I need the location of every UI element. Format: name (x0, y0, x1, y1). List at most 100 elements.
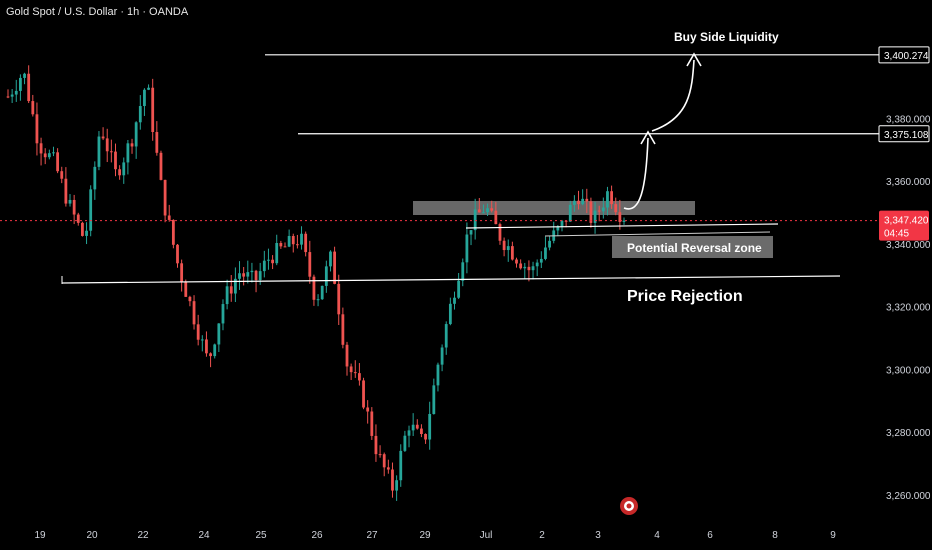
x-tick-label: 20 (86, 530, 98, 541)
candle-body (167, 215, 171, 220)
candle-body (424, 434, 427, 440)
candle-body (399, 450, 403, 481)
candle-body (196, 324, 200, 340)
candle-body (192, 301, 196, 325)
price-rejection-label: Price Rejection (627, 288, 743, 305)
reversal-trend-line[interactable] (465, 223, 779, 229)
y-tick-label: 3,300.000 (886, 365, 931, 376)
candle-body (349, 366, 353, 373)
candle-body (35, 114, 39, 144)
y-tick-label: 3,260.000 (886, 491, 931, 502)
candle-body (229, 286, 233, 294)
price-rejection-line[interactable] (61, 275, 841, 284)
candle-body (283, 246, 287, 248)
candle-body (254, 270, 258, 280)
candle-body (23, 73, 26, 78)
candle-body (519, 263, 523, 269)
candle-body (482, 212, 485, 214)
candle-body (308, 252, 312, 277)
candle-body (31, 101, 35, 115)
candle-body (180, 263, 184, 282)
candle-body (312, 276, 316, 300)
candle-body (246, 272, 250, 277)
y-tick-label: 3,280.000 (886, 428, 931, 439)
candle-body (386, 467, 390, 470)
candle-body (593, 210, 597, 223)
candle-body (366, 407, 370, 412)
candle-body (97, 136, 101, 167)
candle-body (411, 424, 415, 431)
level-price-label: 3,400.274 (884, 51, 929, 62)
candle-body (502, 240, 506, 251)
candle-body (320, 285, 324, 300)
candle-body (403, 435, 407, 451)
candle-body (89, 189, 93, 231)
candle-body (378, 454, 382, 456)
candle-body (213, 344, 217, 357)
y-tick-label: 3,320.000 (886, 303, 931, 314)
candle-body (324, 266, 328, 286)
candle-body (188, 296, 192, 302)
candle-body (415, 424, 419, 429)
candle-body (577, 200, 580, 205)
candle-body (122, 162, 126, 176)
candle-body (233, 278, 237, 294)
candle-body (279, 243, 283, 247)
y-tick-label: 3,360.000 (886, 177, 931, 188)
candle-body (300, 233, 303, 245)
candle-body (527, 266, 531, 271)
candle-body (271, 259, 274, 264)
candle-body (130, 143, 134, 147)
candle-body (329, 251, 332, 267)
chart-title: Gold Spot / U.S. Dollar · 1h · OANDA (6, 6, 189, 18)
candle-body (601, 207, 605, 212)
resistance-zone-box[interactable] (413, 201, 695, 215)
candle-body (370, 411, 374, 436)
level-price-label: 3,375.108 (884, 130, 929, 141)
candle-body (572, 200, 576, 205)
candle-body (52, 152, 55, 154)
candle-body (217, 323, 221, 345)
candle-body (469, 230, 473, 235)
candle-body (287, 236, 291, 247)
candle-body (114, 151, 117, 170)
y-tick-label: 3,380.000 (886, 114, 931, 125)
candle-body (510, 246, 514, 260)
candle-body (109, 151, 113, 153)
candle-body (316, 299, 320, 301)
candle-body (72, 199, 76, 215)
x-tick-label: 25 (255, 530, 267, 541)
candle-body (43, 153, 47, 158)
candle-body (407, 430, 411, 436)
candle-body (14, 90, 18, 95)
candle-body (155, 132, 159, 153)
projection-arrowhead-2 (686, 52, 702, 67)
candle-body (548, 240, 551, 248)
x-tick-label: 3 (595, 530, 601, 541)
level-price-tag (878, 125, 930, 143)
candle-body (238, 273, 241, 279)
candle-body (68, 199, 72, 204)
candle-body (171, 219, 175, 245)
potential-reversal-zone-box[interactable] (612, 236, 773, 258)
candle-body (374, 435, 378, 455)
candle-body (76, 214, 80, 223)
candle-body (457, 280, 461, 298)
x-tick-label: 2 (539, 530, 545, 541)
candle-body (432, 385, 436, 414)
candle-body (544, 247, 547, 259)
candle-body (564, 220, 568, 222)
candle-body (622, 220, 626, 222)
candle-body (134, 122, 138, 147)
candle-body (610, 191, 613, 205)
reversal-lower-line[interactable] (544, 231, 771, 237)
candle-body (606, 191, 609, 208)
candle-body (345, 344, 349, 367)
candle-body (163, 179, 167, 216)
x-tick-label: 6 (707, 530, 713, 541)
candle-body (506, 246, 510, 251)
candle-body (56, 152, 60, 172)
candle-body (436, 364, 440, 386)
